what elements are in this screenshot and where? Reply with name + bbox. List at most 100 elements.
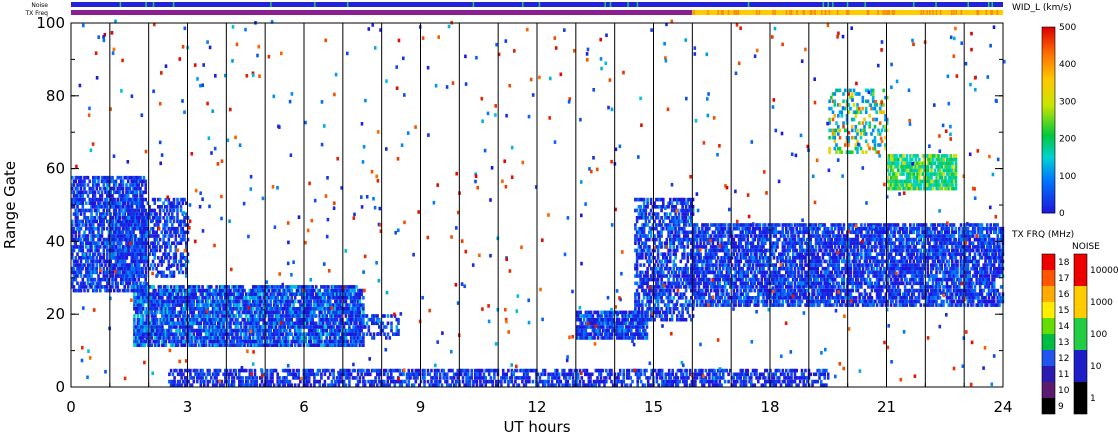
echo-cell [218, 299, 222, 304]
echo-cell [162, 314, 166, 318]
echo-cell [351, 336, 355, 340]
echo-cell [360, 317, 363, 322]
echo-cell [189, 292, 192, 296]
echo-cell [570, 368, 573, 373]
echo-cell [644, 332, 647, 336]
echo-cell [259, 310, 262, 315]
echo-cell [625, 376, 629, 380]
echo-cell [610, 332, 614, 336]
echo-cell [107, 288, 111, 293]
txfreq-strip-mark [953, 10, 955, 15]
echo-cell [666, 383, 669, 387]
echo-cell [722, 372, 725, 377]
echo-cell [171, 288, 175, 293]
echo-cell [71, 245, 74, 249]
echo-cell [218, 383, 222, 387]
echo-cell [335, 314, 339, 318]
echo-cell [795, 368, 798, 373]
echo-cell [203, 303, 206, 307]
echo-cell [132, 281, 135, 286]
echo-cell [220, 336, 224, 340]
echo-cell [79, 208, 83, 213]
echo-cell [623, 310, 626, 315]
echo-cell [128, 223, 132, 227]
echo-cell [116, 274, 120, 278]
echo-cell [100, 219, 104, 224]
echo-cell [100, 179, 104, 184]
echo-cell [358, 321, 362, 326]
echo-cell [290, 321, 293, 326]
echo-cell [290, 383, 293, 387]
echo-cell [152, 299, 155, 304]
echo-cell [288, 343, 292, 347]
echo-cell [390, 325, 393, 329]
echo-cell [253, 376, 257, 380]
echo-cell [278, 310, 281, 315]
txfreq-strip-mark [939, 10, 942, 15]
echo-cell [190, 296, 194, 300]
echo-cell [272, 321, 276, 326]
echo-cell [664, 379, 667, 384]
echo-cell [220, 379, 224, 384]
echo-cell [197, 310, 201, 315]
txfreq-strip-mark [888, 10, 891, 15]
echo-cell [774, 383, 778, 387]
echo-cell [285, 310, 288, 315]
echo-cell [172, 252, 176, 256]
echo-cell [139, 197, 143, 202]
echo-cell [217, 336, 220, 340]
echo-cell [561, 372, 564, 377]
echo-cell [330, 285, 334, 289]
echo-cell [79, 183, 83, 187]
echo-cell [286, 368, 290, 373]
echo-cell [344, 288, 348, 293]
echo-cell [143, 237, 146, 242]
echo-cell [304, 325, 307, 329]
echo-cell [330, 339, 334, 344]
echo-cell [348, 328, 351, 333]
noise-strip-mark [538, 2, 541, 7]
echo-cell [771, 372, 774, 377]
echo-cell [372, 368, 376, 373]
echo-cell [92, 234, 95, 238]
echo-cell [344, 332, 348, 336]
echo-cell [199, 317, 203, 322]
echo-cell [300, 317, 304, 322]
echo-cell [772, 379, 776, 384]
echo-cell [115, 248, 118, 253]
echo-cell [288, 285, 292, 289]
echo-cell [610, 336, 614, 340]
echo-cell [634, 208, 637, 213]
echo-cell [304, 379, 307, 384]
echo-cell [358, 296, 362, 300]
echo-cell [550, 372, 554, 377]
echo-cell [95, 266, 99, 271]
echo-cell [288, 372, 292, 377]
echo-cell [169, 383, 173, 387]
echo-cell [176, 266, 179, 271]
echo-cell [276, 285, 279, 289]
echo-cell [269, 328, 272, 333]
echo-cell [220, 288, 224, 293]
echo-cell [640, 321, 644, 326]
echo-cell [97, 183, 100, 187]
echo-cell [107, 259, 111, 264]
echo-cell [179, 208, 183, 213]
echo-cell [143, 328, 147, 333]
echo-cell [646, 383, 650, 387]
echo-cell [644, 328, 647, 333]
echo-cell [591, 336, 595, 340]
echo-cell [134, 259, 137, 264]
echo-cell [138, 288, 141, 293]
echo-cell [141, 296, 145, 300]
echo-cell [151, 230, 155, 235]
echo-cell [360, 325, 363, 329]
echo-cell [95, 281, 99, 286]
echo-cell [491, 379, 494, 384]
echo-cell [127, 223, 130, 227]
echo-cell [421, 372, 425, 377]
echo-cell [600, 332, 603, 336]
echo-cell [204, 336, 208, 340]
echo-cell [638, 376, 641, 380]
echo-cell [304, 368, 307, 373]
